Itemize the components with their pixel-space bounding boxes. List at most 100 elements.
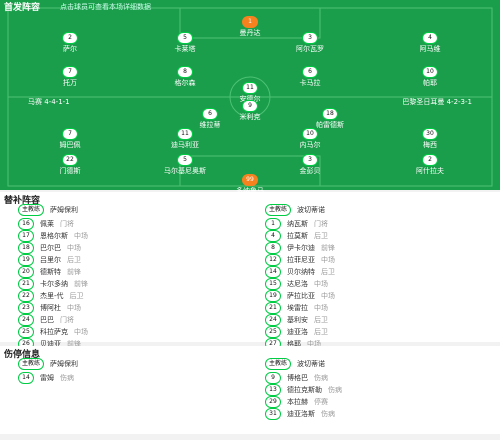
jersey-number: 18 (18, 242, 34, 254)
player-position: 后卫 (314, 328, 328, 336)
player-row[interactable]: 29 本拉赫 停赛 (265, 396, 495, 409)
jersey-number: 23 (18, 302, 34, 314)
jersey-number: 17 (18, 230, 34, 242)
player-name: 姆巴佩 (59, 141, 81, 149)
player-name: 拉菲尼亚 (287, 256, 315, 264)
player-row[interactable]: 21 卡尔多纳 前锋 (18, 278, 248, 291)
coach-name: 萨姆保利 (50, 206, 78, 214)
player-row[interactable]: 15 达尼洛 中场 (265, 278, 495, 291)
jersey-number: 29 (265, 396, 281, 408)
player-row[interactable]: 8 伊卡尔迪 前锋 (265, 242, 495, 255)
player-name: 吕里尔 (40, 256, 61, 264)
player-name: 本拉赫 (287, 398, 308, 406)
player-row[interactable]: 17 恩格尔斯 中场 (18, 230, 248, 243)
jersey-number: 7 (62, 66, 78, 78)
player-position: 中场 (314, 280, 328, 288)
jersey-number: 1 (242, 16, 258, 28)
player-row[interactable]: 16 佩莱 门将 (18, 218, 248, 231)
player[interactable]: 7 托万 (30, 66, 110, 88)
player[interactable]: 6 维拉蒂 (170, 108, 250, 130)
player[interactable]: 2 阿什拉夫 (390, 154, 470, 176)
player-row[interactable]: 21 埃雷拉 中场 (265, 302, 495, 315)
player-row[interactable]: 22 杰里-代 后卫 (18, 290, 248, 303)
player-row[interactable]: 14 贝尔纳特 后卫 (265, 266, 495, 279)
jersey-number: 9 (242, 100, 258, 112)
player-row[interactable]: 19 吕里尔 后卫 (18, 254, 248, 267)
player-position: 后卫 (321, 268, 335, 276)
player[interactable]: 3 阿尔瓦罗 (270, 32, 350, 54)
player-row[interactable]: 13 德拉克斯勒 伤病 (265, 384, 495, 397)
player-name: 达尼洛 (287, 280, 308, 288)
player-name: 博阿杜 (40, 304, 61, 312)
player[interactable]: 10 内马尔 (270, 128, 350, 150)
player[interactable]: 4 阿马维 (390, 32, 470, 54)
jersey-number: 9 (265, 372, 281, 384)
player-row[interactable]: 24 巴巴 门将 (18, 314, 248, 327)
player[interactable]: 11 迪马利亚 (145, 128, 225, 150)
home-team: 马赛 4-4-1-1 (28, 97, 70, 107)
player-position: 前锋 (74, 280, 88, 288)
player[interactable]: 11 安德尔 (210, 82, 290, 104)
player[interactable]: 9 米利克 (210, 100, 290, 122)
bench-title: 替补阵容 (4, 196, 41, 206)
player-name: 纳瓦斯 (287, 220, 308, 228)
formation: 4-4-1-1 (44, 98, 70, 106)
jersey-number: 13 (265, 384, 281, 396)
player[interactable]: 99 多纳鲁马 (210, 174, 290, 196)
player-row[interactable]: 20 德斯特 前锋 (18, 266, 248, 279)
player[interactable]: 8 格尔森 (145, 66, 225, 88)
jersey-number: 22 (62, 154, 78, 166)
player-name: 卡马拉 (299, 79, 321, 87)
player-position: 中场 (321, 292, 335, 300)
jersey-number: 14 (18, 372, 34, 384)
player-row[interactable]: 1 纳瓦斯 门将 (265, 218, 495, 231)
jersey-number: 30 (422, 128, 438, 140)
player[interactable]: 30 梅西 (390, 128, 470, 150)
player-name: 拉莫斯 (287, 232, 308, 240)
coach-label: 主教练 (265, 204, 291, 216)
player-row[interactable]: 25 迪亚洛 后卫 (265, 326, 495, 339)
player-name: 德斯特 (40, 268, 61, 276)
player[interactable]: 2 萨尔 (30, 32, 110, 54)
player-row[interactable]: 18 巴尔巴 中场 (18, 242, 248, 255)
coach-label: 主教练 (18, 358, 44, 370)
player[interactable]: 10 帕耶 (390, 66, 470, 88)
player-name: 恩格尔斯 (40, 232, 68, 240)
player[interactable]: 5 卡莱塔 (145, 32, 225, 54)
player-name: 格尔森 (174, 79, 196, 87)
subtitle: 点击球员可查看本场详细数据 (60, 3, 151, 11)
player-row[interactable]: 12 拉菲尼亚 中场 (265, 254, 495, 267)
player-row[interactable]: 23 博阿杜 中场 (18, 302, 248, 315)
player-position: 中场 (67, 244, 81, 252)
player[interactable]: 22 门德斯 (30, 154, 110, 176)
player-name: 迪亚洛 (287, 328, 308, 336)
player-name: 阿什拉夫 (416, 167, 444, 175)
player-row[interactable]: 31 迪亚洛斯 伤病 (265, 408, 495, 421)
player-name: 佩莱 (40, 220, 54, 228)
player-row[interactable]: 24 基利安 后卫 (265, 314, 495, 327)
player[interactable]: 18 帕雷德斯 (290, 108, 370, 130)
jersey-number: 2 (422, 154, 438, 166)
jersey-number: 4 (265, 230, 281, 242)
player-row[interactable]: 25 科拉萨克 中场 (18, 326, 248, 339)
player-position: 前锋 (321, 244, 335, 252)
player[interactable]: 6 卡马拉 (270, 66, 350, 88)
player-name: 阿马维 (419, 45, 441, 53)
player[interactable]: 1 曼丹达 (210, 16, 290, 38)
jersey-number: 4 (422, 32, 438, 44)
jersey-number: 11 (177, 128, 193, 140)
player-name: 迪马利亚 (171, 141, 199, 149)
player[interactable]: 5 马尔基尼奥斯 (145, 154, 225, 176)
player-row[interactable]: 14 雷姆 伤病 (18, 372, 248, 385)
player[interactable]: 7 姆巴佩 (30, 128, 110, 150)
jersey-number: 5 (177, 154, 193, 166)
player-row[interactable]: 19 萨拉比亚 中场 (265, 290, 495, 303)
jersey-number: 6 (202, 108, 218, 120)
coach-name: 萨姆保利 (50, 360, 78, 368)
player-row[interactable]: 4 拉莫斯 后卫 (265, 230, 495, 243)
player-row[interactable]: 9 博格巴 伤病 (265, 372, 495, 385)
player-name: 卡莱塔 (174, 45, 196, 53)
jersey-number: 99 (242, 174, 258, 186)
player[interactable]: 3 金彭贝 (270, 154, 350, 176)
